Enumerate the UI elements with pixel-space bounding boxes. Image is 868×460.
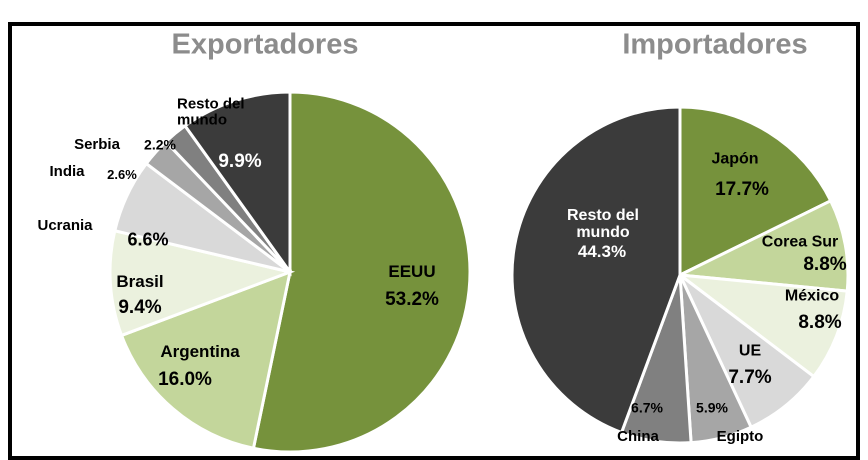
slice-label: Corea Sur <box>761 233 839 251</box>
value-label: 5.9% <box>696 399 728 416</box>
pie-slice <box>674 198 850 293</box>
value-label: 8.8% <box>803 254 847 276</box>
pie-slice <box>674 273 849 379</box>
value-label: 9.9% <box>218 151 262 173</box>
value-label: 44.3% <box>577 242 627 262</box>
value-label: 53.2% <box>385 289 439 311</box>
slice-label: Brasil <box>116 272 164 292</box>
slice-label: India <box>49 163 85 181</box>
frame <box>8 22 860 460</box>
pie-slice <box>108 228 296 338</box>
slice-label: México <box>784 287 840 305</box>
value-label: 17.7% <box>715 179 769 201</box>
pie-slice <box>510 105 682 435</box>
slice-label: Ucrania <box>37 217 93 235</box>
slice-label: Resto del mundo <box>177 95 245 128</box>
value-label: 8.8% <box>798 312 842 334</box>
pie-slice <box>678 105 833 278</box>
slice-label: China <box>617 428 659 446</box>
pie-slice <box>119 269 293 451</box>
slice-label: Serbia <box>74 136 120 154</box>
slice-label: Resto del mundo <box>566 207 639 241</box>
pie-slice <box>251 90 472 454</box>
slice-label: Egipto <box>716 428 764 446</box>
value-label: 6.7% <box>631 399 663 416</box>
slice-label: Japón <box>711 150 759 168</box>
chart-title: Importadores <box>622 28 808 61</box>
value-label: 16.0% <box>158 369 212 391</box>
value-label: 2.6% <box>107 167 137 183</box>
chart-title: Exportadores <box>171 28 359 61</box>
pie-slice <box>182 90 292 277</box>
value-label: 9.4% <box>118 297 162 319</box>
slice-label: Argentina <box>160 342 240 362</box>
slice-label: UE <box>738 342 762 360</box>
value-label: 6.6% <box>127 229 169 250</box>
slice-label: EEUU <box>388 262 436 282</box>
value-label: 2.2% <box>144 136 176 153</box>
value-label: 7.7% <box>728 367 772 389</box>
